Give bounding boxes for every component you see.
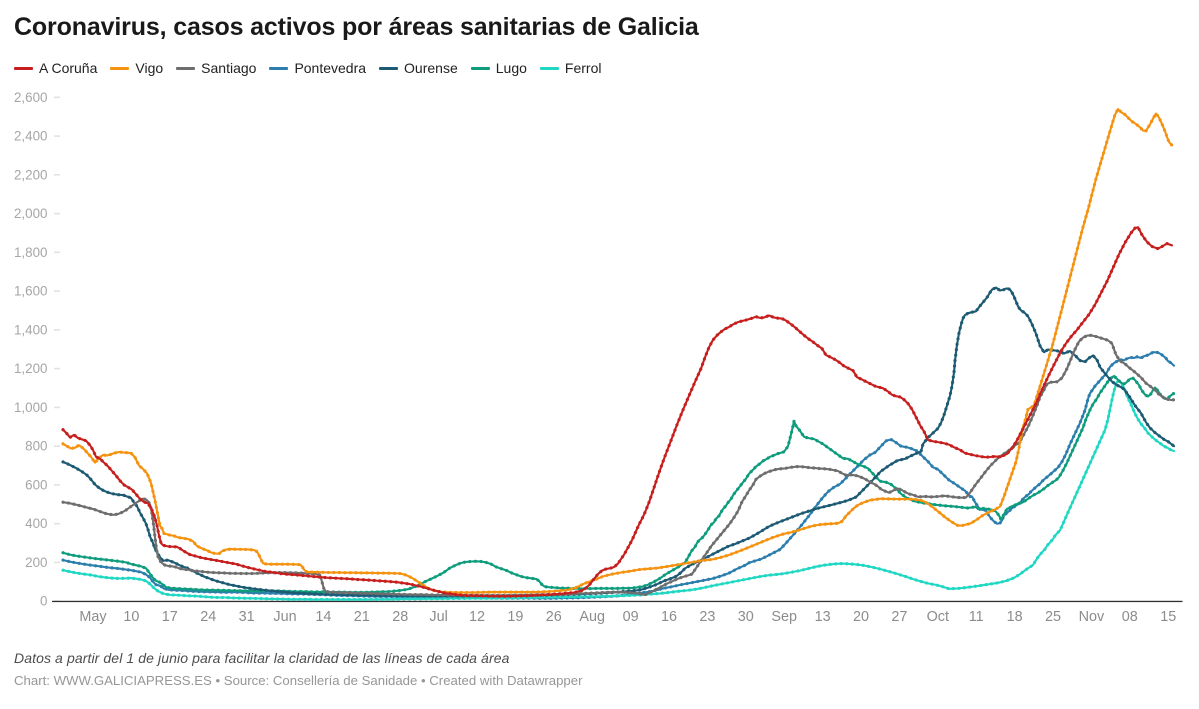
svg-text:21: 21 [354, 609, 370, 625]
svg-text:800: 800 [25, 439, 47, 454]
svg-text:17: 17 [162, 609, 178, 625]
svg-text:08: 08 [1122, 609, 1138, 625]
svg-text:1,600: 1,600 [14, 284, 48, 299]
svg-text:25: 25 [1045, 609, 1061, 625]
svg-text:400: 400 [25, 516, 47, 531]
svg-text:2,000: 2,000 [14, 206, 48, 221]
svg-text:2,600: 2,600 [14, 90, 48, 105]
svg-text:28: 28 [392, 609, 408, 625]
svg-text:27: 27 [891, 609, 907, 625]
svg-text:Aug: Aug [579, 609, 605, 625]
svg-text:24: 24 [200, 609, 216, 625]
svg-text:200: 200 [25, 555, 47, 570]
svg-text:1,200: 1,200 [14, 361, 48, 376]
svg-text:2,400: 2,400 [14, 129, 48, 144]
svg-text:26: 26 [546, 609, 562, 625]
svg-text:Sep: Sep [771, 609, 797, 625]
svg-text:600: 600 [25, 477, 47, 492]
svg-text:30: 30 [738, 609, 754, 625]
svg-text:14: 14 [315, 609, 331, 625]
svg-text:19: 19 [507, 609, 523, 625]
svg-text:11: 11 [969, 609, 984, 625]
svg-text:12: 12 [469, 609, 485, 625]
svg-text:Jun: Jun [273, 609, 296, 625]
svg-text:10: 10 [123, 609, 139, 625]
svg-text:1,000: 1,000 [14, 400, 48, 415]
svg-text:Jul: Jul [429, 609, 447, 625]
svg-text:31: 31 [239, 609, 255, 625]
svg-text:1,800: 1,800 [14, 245, 48, 260]
svg-text:15: 15 [1160, 609, 1176, 625]
svg-text:Nov: Nov [1079, 609, 1105, 625]
svg-text:13: 13 [815, 609, 831, 625]
svg-text:1,400: 1,400 [14, 322, 48, 337]
svg-text:09: 09 [623, 609, 639, 625]
svg-text:20: 20 [853, 609, 869, 625]
svg-text:16: 16 [661, 609, 677, 625]
svg-text:2,200: 2,200 [14, 167, 48, 182]
svg-text:18: 18 [1007, 609, 1023, 625]
svg-text:23: 23 [699, 609, 715, 625]
svg-text:0: 0 [40, 594, 47, 609]
svg-text:May: May [79, 609, 107, 625]
svg-text:Oct: Oct [927, 609, 949, 625]
